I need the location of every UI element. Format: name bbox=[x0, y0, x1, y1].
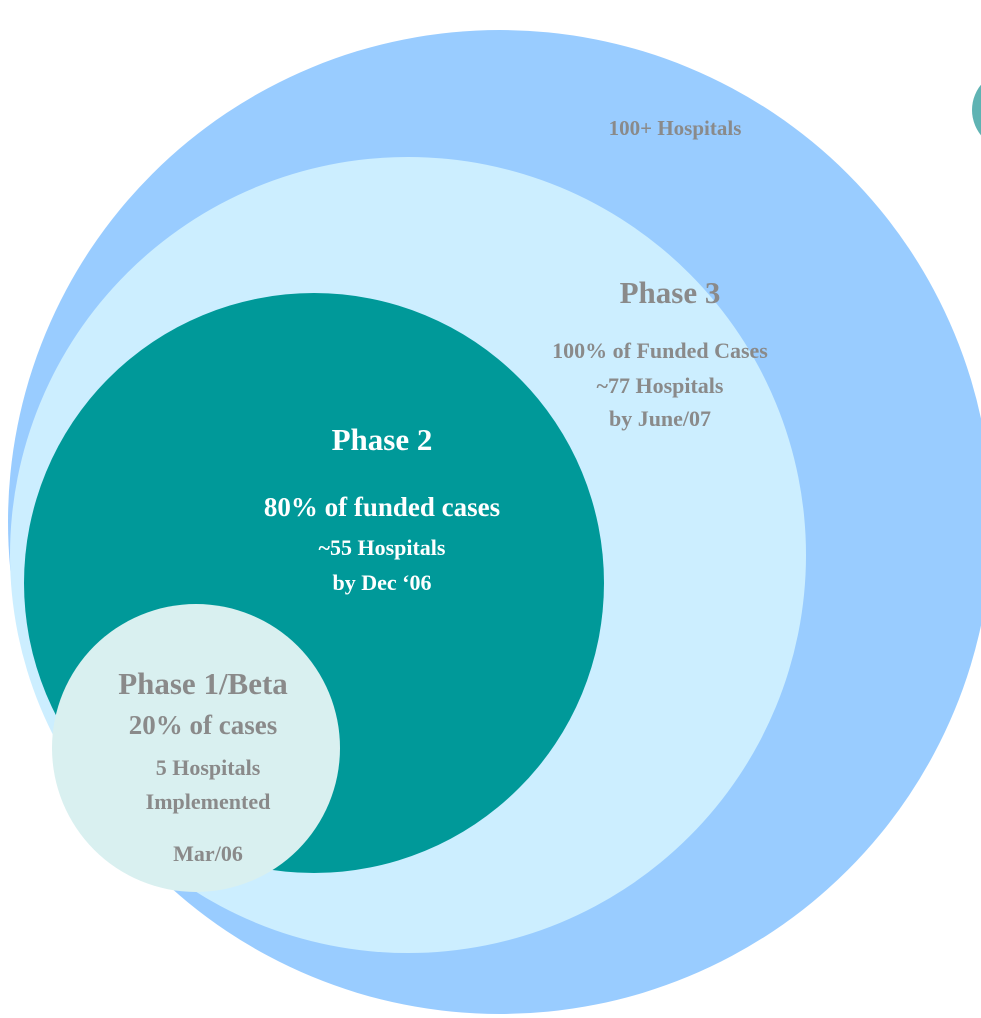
phase-line: by June/07 bbox=[609, 406, 711, 431]
phase-title: Phase 2 bbox=[332, 422, 433, 457]
phase1-circle bbox=[52, 604, 340, 892]
phase-title: Phase 1/Beta bbox=[118, 666, 288, 701]
outer-label: 100+ Hospitals bbox=[609, 116, 742, 140]
phase-line: Implemented bbox=[146, 789, 271, 814]
phase-line: 80% of funded cases bbox=[264, 492, 500, 522]
corner-circle bbox=[972, 84, 981, 136]
phase-line: ~77 Hospitals bbox=[597, 373, 724, 398]
phase-line: ~55 Hospitals bbox=[319, 535, 446, 560]
phase-title: Phase 3 bbox=[620, 275, 721, 310]
phase-line: 100% of Funded Cases bbox=[552, 338, 768, 363]
phase-line: 5 Hospitals bbox=[156, 755, 261, 780]
phase-line: by Dec ‘06 bbox=[333, 570, 432, 595]
phase-line: 20% of cases bbox=[129, 710, 277, 740]
phase-line: Mar/06 bbox=[173, 841, 243, 866]
